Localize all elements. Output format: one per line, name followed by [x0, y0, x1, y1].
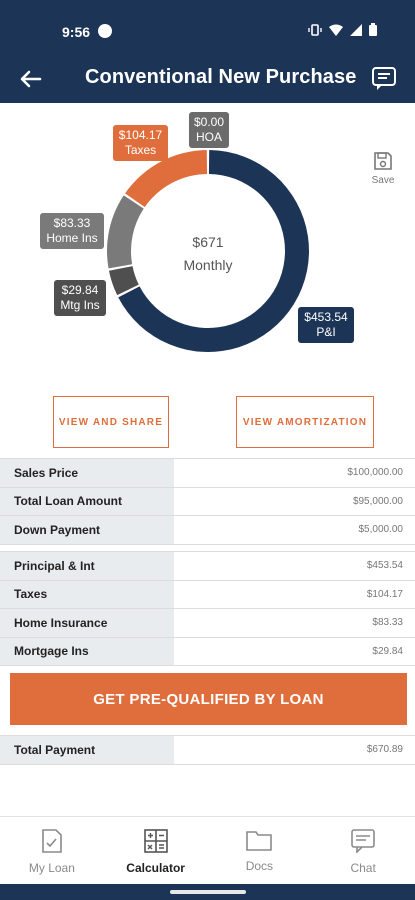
total-payment-table: Total Payment $670.89 [0, 735, 415, 765]
wifi-icon [329, 23, 343, 41]
row-label: Down Payment [0, 516, 174, 544]
row-label: Sales Price [0, 459, 174, 487]
status-bar: 9:56 [0, 0, 415, 58]
row-value: $95,000.00 [174, 487, 415, 515]
hoa-tag: $0.00 HOA [189, 112, 229, 148]
donut-slice-home-ins [107, 195, 144, 269]
hoa-tag-label: HOA [195, 130, 222, 144]
nav-my-loan-label: My Loan [28, 861, 75, 875]
donut-chart [107, 150, 309, 352]
table-row: Mortgage Ins $29.84 [0, 637, 415, 666]
row-label: Mortgage Ins [0, 637, 174, 665]
taxes-tag: $104.17 Taxes [113, 125, 168, 161]
chat-icon [311, 829, 415, 853]
folder-icon [208, 829, 312, 851]
nav-calculator-label: Calculator [126, 861, 185, 875]
pi-tag-amount: $453.54 [304, 310, 348, 324]
back-arrow-icon[interactable] [18, 66, 44, 92]
nav-docs[interactable]: Docs [208, 817, 312, 884]
donut-slice-mtg-ins [108, 266, 139, 296]
row-label: Taxes [0, 580, 174, 608]
mtg-ins-tag-label: Mtg Ins [60, 298, 100, 312]
calculator-icon [104, 829, 208, 853]
mtg-ins-tag-amount: $29.84 [61, 283, 99, 297]
get-prequalified-button[interactable]: GET PRE-QUALIFIED BY LOAN [10, 673, 407, 725]
row-value: $83.33 [174, 609, 415, 637]
total-payment-label: Total Payment [0, 736, 174, 764]
row-label: Total Loan Amount [0, 487, 174, 515]
row-label: Home Insurance [0, 609, 174, 637]
nav-calculator[interactable]: Calculator [104, 817, 208, 884]
table-row: Total Loan Amount $95,000.00 [0, 487, 415, 516]
row-value: $453.54 [174, 552, 415, 580]
row-value: $100,000.00 [174, 459, 415, 487]
feedback-icon[interactable] [371, 66, 397, 92]
hoa-tag-amount: $0.00 [193, 115, 225, 129]
table-row: Taxes $104.17 [0, 580, 415, 609]
system-gesture-bar [0, 884, 415, 900]
row-label: Principal & Int [0, 552, 174, 580]
nav-my-loan[interactable]: My Loan [0, 817, 104, 884]
save-icon [368, 151, 398, 171]
taxes-tag-amount: $104.17 [118, 128, 163, 142]
nav-chat-label: Chat [350, 861, 376, 875]
table-row: Home Insurance $83.33 [0, 609, 415, 638]
home-indicator [170, 890, 246, 894]
payment-chart: $671 Monthly $104.17 Taxes $0.00 HOA $83… [0, 103, 415, 383]
view-and-share-button[interactable]: VIEW AND SHARE [53, 396, 169, 448]
taxes-tag-label: Taxes [124, 143, 157, 157]
row-value: $29.84 [174, 637, 415, 665]
page-title: Conventional New Purchase [85, 66, 357, 88]
chart-center-amount: $671 [192, 234, 224, 250]
pi-tag-label: P&I [316, 325, 336, 339]
bottom-navigation: My Loan Calculator Docs Chat [0, 816, 415, 884]
table-row: Sales Price $100,000.00 [0, 459, 415, 488]
home-ins-tag: $83.33 Home Ins [40, 213, 104, 249]
document-check-icon [0, 829, 104, 853]
save-button[interactable]: Save [368, 151, 398, 186]
save-label: Save [371, 175, 395, 186]
table-row: Down Payment $5,000.00 [0, 516, 415, 545]
home-ins-tag-amount: $83.33 [53, 216, 91, 230]
chart-center-label: Monthly [183, 257, 233, 273]
table-row: Total Payment $670.89 [0, 736, 415, 765]
pi-tag: $453.54 P&I [298, 307, 354, 343]
status-time: 9:56 [62, 24, 91, 40]
app-notification-icon [98, 24, 112, 38]
app-bar: Conventional New Purchase [0, 58, 415, 103]
home-ins-tag-label: Home Ins [46, 231, 98, 245]
loan-summary-table: Sales Price $100,000.00 Total Loan Amoun… [0, 458, 415, 545]
table-row: Principal & Int $453.54 [0, 552, 415, 581]
row-value: $5,000.00 [174, 516, 415, 544]
nav-chat[interactable]: Chat [311, 817, 415, 884]
total-payment-value: $670.89 [174, 736, 415, 764]
status-icons [308, 23, 377, 41]
nav-docs-label: Docs [245, 859, 274, 873]
battery-icon [369, 23, 377, 41]
mtg-ins-tag: $29.84 Mtg Ins [54, 280, 106, 316]
signal-icon [350, 23, 362, 41]
row-value: $104.17 [174, 580, 415, 608]
view-amortization-button[interactable]: VIEW AMORTIZATION [236, 396, 374, 448]
donut-slice-taxes [125, 150, 208, 208]
vibrate-icon [308, 23, 322, 41]
payment-breakdown-table: Principal & Int $453.54 Taxes $104.17 Ho… [0, 551, 415, 666]
